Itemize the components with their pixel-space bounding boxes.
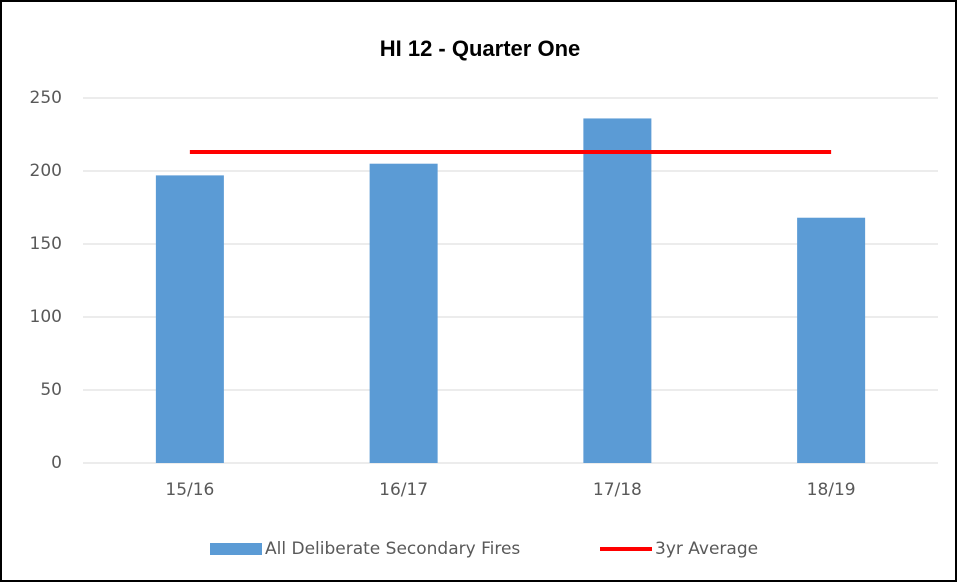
bar xyxy=(155,175,224,463)
y-tick-label: 200 xyxy=(30,161,62,181)
bar xyxy=(797,217,866,463)
y-tick-label: 150 xyxy=(30,234,62,254)
y-tick-label: 0 xyxy=(51,453,62,473)
x-tick-label: 17/18 xyxy=(593,480,642,500)
y-tick-label: 50 xyxy=(40,380,62,400)
bar xyxy=(583,118,652,463)
x-tick-label: 16/17 xyxy=(379,480,428,500)
x-tick-label: 18/19 xyxy=(807,480,856,500)
y-tick-label: 250 xyxy=(30,88,62,108)
chart-title: HI 12 - Quarter One xyxy=(380,36,581,61)
y-tick-label: 100 xyxy=(30,307,62,327)
bar xyxy=(369,163,438,463)
x-tick-label: 15/16 xyxy=(165,480,214,500)
legend-label: 3yr Average xyxy=(655,539,758,559)
legend-label: All Deliberate Secondary Fires xyxy=(265,539,520,559)
legend-swatch xyxy=(210,543,262,555)
